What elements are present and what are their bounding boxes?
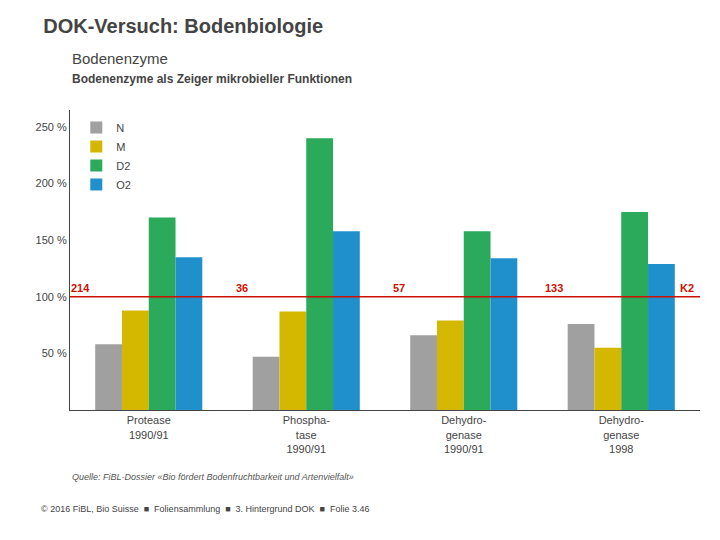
svg-text:Protease1990/91: Protease1990/91: [127, 414, 171, 440]
svg-text:D2: D2: [116, 160, 130, 172]
svg-text:250 %: 250 %: [36, 121, 67, 133]
svg-text:© 2016 FiBL, Bio Suisse ■ Fo: © 2016 FiBL, Bio Suisse ■ Foliensammlung…: [41, 504, 370, 514]
svg-text:DOK-Versuch: Bodenbiologie: DOK-Versuch: Bodenbiologie: [43, 15, 323, 37]
svg-text:Bodenenzyme: Bodenenzyme: [72, 50, 168, 67]
svg-text:Quelle: FiBL-Dossier «Bio förd: Quelle: FiBL-Dossier «Bio fördert Bodenf…: [72, 472, 354, 482]
svg-text:Phospha-tase1990/91: Phospha-tase1990/91: [283, 414, 330, 455]
svg-text:K2: K2: [680, 282, 694, 294]
svg-text:Dehydro-genase1990/91: Dehydro-genase1990/91: [441, 414, 487, 455]
svg-text:200 %: 200 %: [36, 177, 67, 189]
svg-text:50 %: 50 %: [42, 347, 67, 359]
svg-text:150 %: 150 %: [36, 234, 67, 246]
svg-text:Dehydro-genase1998: Dehydro-genase1998: [599, 414, 645, 455]
svg-text:O2: O2: [116, 179, 131, 191]
svg-text:M: M: [116, 141, 125, 153]
svg-text:214: 214: [71, 282, 90, 294]
svg-text:36: 36: [236, 282, 248, 294]
svg-text:N: N: [116, 122, 124, 134]
svg-text:Bodenenzyme als Zeiger mikrobi: Bodenenzyme als Zeiger mikrobieller Funk…: [72, 72, 352, 86]
svg-text:100 %: 100 %: [36, 291, 67, 303]
svg-text:57: 57: [393, 282, 405, 294]
svg-text:133: 133: [545, 282, 563, 294]
